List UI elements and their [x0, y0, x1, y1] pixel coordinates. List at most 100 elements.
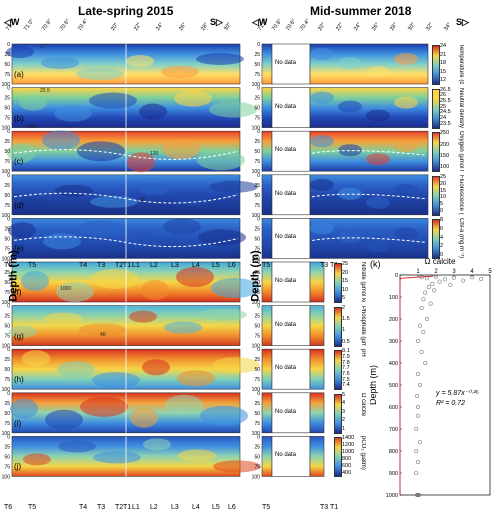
colorbar-tick: 12 — [440, 77, 447, 84]
depth-tick: 75 — [4, 334, 10, 340]
colorbar — [334, 306, 342, 347]
k-point — [428, 301, 433, 306]
k-point — [421, 297, 426, 302]
no-data-box — [271, 130, 311, 172]
no-data-box — [271, 392, 311, 434]
field-blob — [54, 105, 92, 122]
section-panel-right-east — [309, 261, 325, 303]
field-blob — [165, 394, 203, 415]
k-point — [437, 279, 442, 284]
station-label: T3 — [97, 262, 106, 269]
k-point — [419, 305, 424, 311]
station-label: L2 — [150, 262, 158, 269]
station-label: T1 — [123, 262, 132, 269]
field-blob — [199, 308, 247, 321]
colorbar-tick: 3 — [342, 408, 346, 415]
colorbar-ticks: 2 1.5 1 0.5 — [342, 305, 350, 346]
field-blob — [7, 143, 35, 164]
field-blob — [338, 231, 362, 244]
k-point — [423, 290, 428, 295]
k-point — [414, 448, 419, 454]
field-blob — [45, 409, 83, 430]
no-data-label: No data — [275, 147, 297, 154]
colorbar — [432, 88, 440, 129]
no-data-label: No data — [275, 60, 297, 66]
colorbar-tick: 10 — [342, 286, 349, 293]
panel-k-scatter: (k) Ω calcite 1 2 3 4 5 0 100 200 300 400 500 600 700 8… — [370, 257, 492, 499]
no-data-box — [271, 436, 311, 477]
colorbar-tick: 15 — [440, 187, 447, 194]
field-blob — [91, 269, 139, 289]
k-ytick: 400 — [389, 361, 398, 367]
contour-label: 17 — [40, 44, 46, 50]
depth-tick: 75 — [254, 464, 260, 470]
colorbar-tick: 21 — [440, 51, 447, 58]
field-blob — [78, 220, 126, 237]
depth-tick: 50 — [4, 62, 10, 68]
depth-tick: 50 — [254, 454, 260, 460]
colorbar-tick: 24 — [440, 43, 447, 49]
depth-tick: 0 — [7, 216, 10, 222]
colorbar-tick: 7.8 — [342, 359, 350, 366]
depth-tick: 25 — [4, 52, 10, 58]
section-panel-right-east — [309, 392, 325, 434]
contour-dashed — [311, 237, 427, 243]
colorbar-tick: 7.6 — [342, 371, 350, 377]
station-label: L1 — [132, 262, 140, 269]
depth-tick: 100 — [2, 344, 11, 350]
depth-tick: 75 — [254, 334, 260, 340]
depth-tick: 0 — [257, 304, 260, 310]
colorbar-tick: 25 — [440, 103, 447, 110]
depth-tick: 75 — [254, 421, 260, 427]
k-ytick: 800 — [389, 449, 398, 455]
colorbar-ticks: 24 21 18 15 12 — [440, 43, 447, 84]
depth-tick: 0 — [7, 173, 10, 179]
colorbar-ticks: 1400 1200 1000 800 600 400 — [342, 436, 354, 476]
colorbar-label: pH — [360, 349, 366, 357]
k-point — [414, 426, 419, 432]
colorbar-tick: 5 — [342, 391, 346, 398]
contour-label: 200 — [28, 124, 37, 130]
depth-tick: 75 — [4, 377, 10, 383]
no-data-label: No data — [275, 452, 297, 459]
no-data-box — [271, 261, 311, 303]
panel-letter: (f) — [14, 288, 22, 297]
k-ytick: 600 — [389, 405, 398, 411]
west-label: W — [258, 17, 268, 27]
station-label: T3 — [97, 504, 106, 511]
no-data-label: No data — [275, 321, 297, 328]
south-label: S — [210, 17, 217, 27]
depth-tick: 75 — [254, 377, 260, 383]
panel-letter: (j) — [14, 462, 22, 472]
k-point — [419, 349, 424, 355]
k-point — [442, 277, 448, 282]
depth-tick: 100 — [2, 387, 11, 393]
depth-tick: 75 — [4, 159, 10, 165]
depth-tick: 50 — [4, 236, 10, 242]
colorbar-tick: 600 — [342, 462, 352, 469]
depth-tick: 100 — [2, 300, 11, 306]
depth-tick: 0 — [7, 86, 10, 92]
field-blob — [394, 53, 418, 65]
colorbar-tick: 7.5 — [342, 376, 350, 383]
k-point — [469, 275, 475, 280]
depth-tick: 100 — [252, 82, 261, 88]
field-blob — [127, 152, 155, 173]
k-ytick: 700 — [389, 427, 398, 433]
depth-tick: 100 — [252, 431, 261, 437]
field-blob — [141, 280, 169, 300]
panel-letter: (e) — [14, 244, 24, 254]
depth-tick: 0 — [257, 173, 260, 179]
west-arrow-left: ◁W — [4, 17, 19, 28]
depth-tick: 75 — [4, 72, 10, 78]
depth-tick: 25 — [4, 270, 10, 276]
field-blob — [394, 183, 418, 196]
panel-letter: (g) — [14, 331, 24, 341]
field-blob — [58, 440, 96, 453]
depth-tick: 0 — [7, 434, 10, 440]
k-letter: (k) — [370, 259, 381, 269]
field-blob — [126, 55, 154, 67]
field-blob — [56, 282, 94, 302]
k-ytick: 500 — [389, 383, 398, 389]
